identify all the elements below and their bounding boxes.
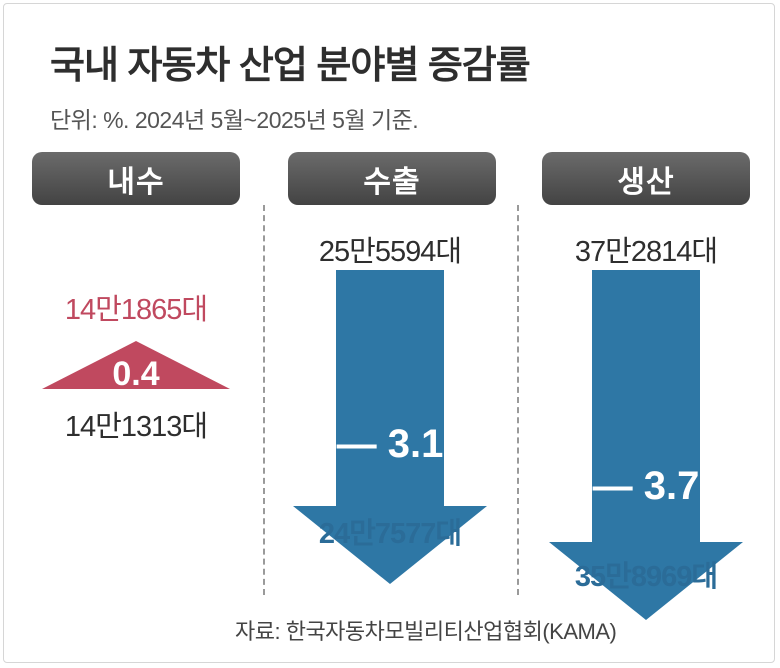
- category-header-export: 수출: [288, 152, 496, 205]
- production-start-label: 37만2814대: [574, 236, 718, 268]
- domestic-end-label: 14만1865대: [64, 294, 208, 326]
- export-start-label: 25만5594대: [318, 236, 462, 268]
- production-end-label: 35만8969대: [574, 561, 718, 593]
- chart-title: 국내 자동차 산업 분야별 증감률: [50, 45, 531, 87]
- category-header-production: 생산: [542, 152, 750, 205]
- chart-subtitle: 단위: %. 2024년 5월~2025년 5월 기준.: [50, 107, 419, 133]
- domestic-change-label: 0.4: [112, 355, 160, 393]
- increase-triangle-domestic: [42, 341, 230, 389]
- production-change-label: — 3.7: [592, 464, 700, 508]
- chart-frame: [3, 3, 775, 663]
- export-end-label: 24만7577대: [318, 518, 462, 550]
- domestic-start-label: 14만1313대: [64, 411, 208, 443]
- decrease-arrow-export: [293, 270, 487, 584]
- export-change-label: — 3.1: [336, 422, 444, 466]
- decrease-arrow-production: [549, 270, 743, 620]
- source-note: 자료: 한국자동차모빌리티산업협회(KAMA): [235, 619, 617, 644]
- column-divider-1: [263, 205, 265, 595]
- column-divider-2: [517, 205, 519, 595]
- category-header-domestic: 내수: [32, 152, 240, 205]
